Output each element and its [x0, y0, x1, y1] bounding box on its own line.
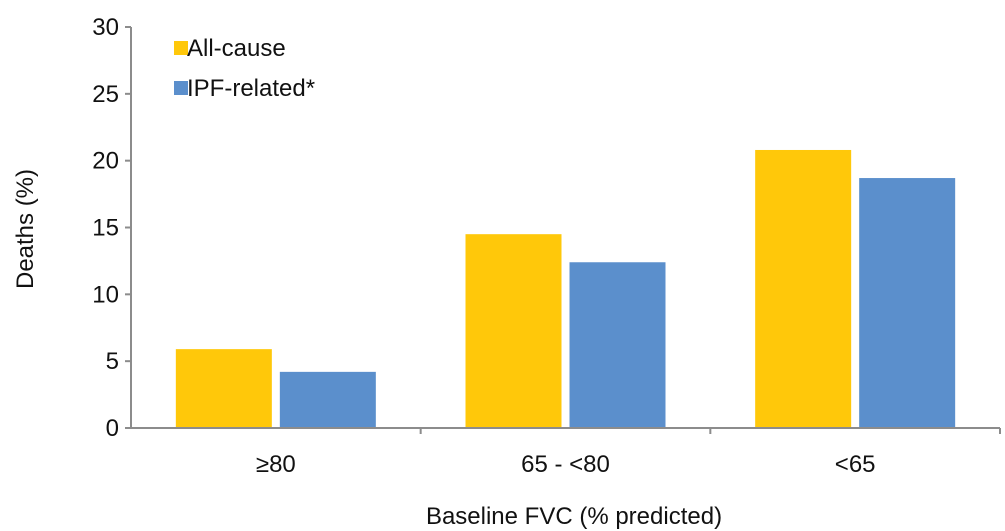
y-tick-label: 15	[92, 215, 119, 242]
x-tick-label: <65	[835, 451, 876, 478]
legend: All-cause IPF-related*	[174, 35, 315, 102]
y-tick-label: 20	[92, 148, 119, 175]
y-tick-label: 10	[92, 281, 119, 308]
legend-swatch-all-cause	[174, 41, 188, 55]
bar-all-cause-3	[755, 149, 852, 428]
y-tick-label: 0	[106, 415, 119, 442]
y-tick-label: 5	[106, 348, 119, 375]
bar-ipf-related-3	[859, 178, 956, 428]
x-axis-title: Baseline FVC (% predicted)	[426, 503, 722, 530]
legend-label-all-cause: All-cause	[187, 35, 286, 62]
x-tick-label: ≥80	[256, 451, 296, 478]
bar-all-cause-2	[465, 234, 562, 428]
bars-layer	[175, 149, 956, 428]
legend-swatch-ipf-related	[174, 81, 188, 95]
y-tick-label: 25	[92, 81, 119, 108]
bar-all-cause-1	[175, 349, 272, 428]
y-axis-title: Deaths (%)	[12, 169, 39, 289]
legend-label-ipf-related: IPF-related*	[187, 75, 315, 102]
ticks-layer: 0 5 10 15 20 25 30 ≥80 65 - <80 <65	[92, 14, 1001, 478]
bar-ipf-related-2	[569, 262, 666, 428]
y-tick-label: 30	[92, 14, 119, 41]
x-tick-label: 65 - <80	[521, 451, 610, 478]
bar-ipf-related-1	[279, 371, 376, 428]
